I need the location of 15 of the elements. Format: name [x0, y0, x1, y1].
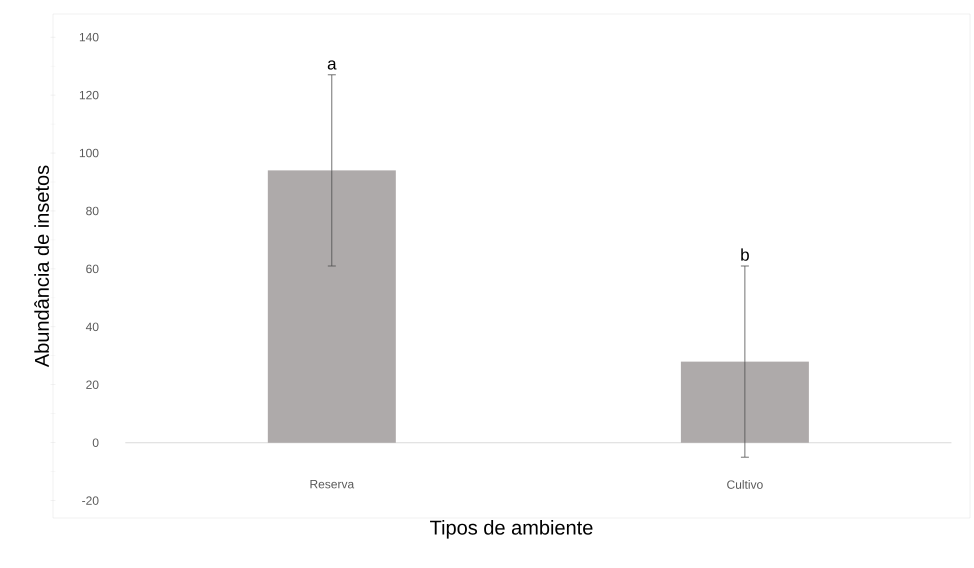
annotation: a — [328, 60, 337, 70]
y-tick-label: 0 — [92, 438, 99, 447]
y-tick-label: 80 — [86, 206, 99, 216]
annotation: b — [741, 248, 749, 261]
y-tick-label: 120 — [80, 90, 99, 100]
x-tick-label: Reserva — [310, 480, 354, 488]
y-tick-label: 60 — [86, 264, 99, 274]
y-axis-title: Abundância de insetos — [34, 166, 49, 368]
y-tick-label: -20 — [82, 496, 99, 505]
y-tick-label: 40 — [86, 322, 99, 332]
y-tick-label: 100 — [80, 148, 99, 158]
y-tick-label: 20 — [86, 380, 99, 390]
y-tick-label: 140 — [80, 32, 99, 42]
x-tick-label: Cultivo — [727, 480, 763, 489]
x-axis-title: Tipos de ambiente — [430, 520, 592, 539]
